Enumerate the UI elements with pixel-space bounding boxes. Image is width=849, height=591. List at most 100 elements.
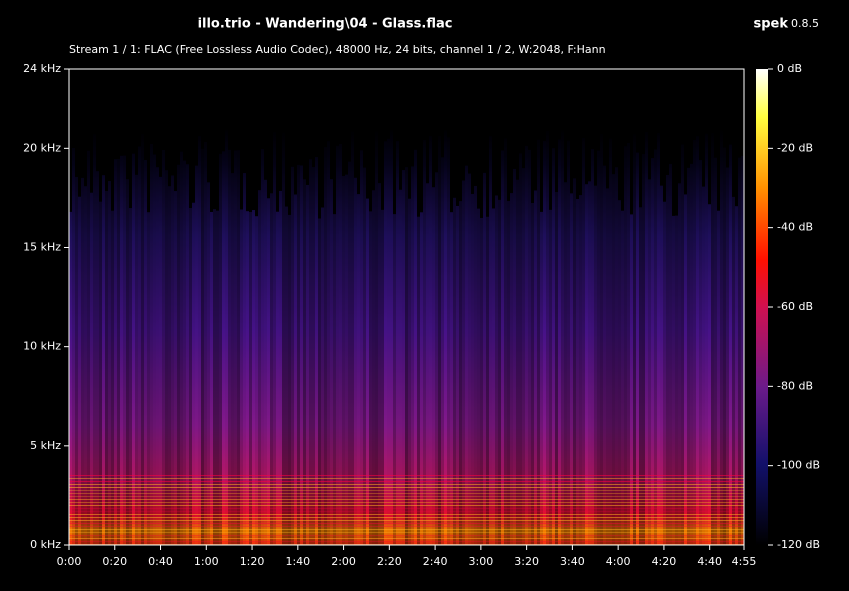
spectrogram-streak	[453, 69, 456, 545]
spectrogram-streak	[636, 69, 639, 153]
spectrogram-streak	[222, 69, 225, 152]
spectrogram-streak	[720, 69, 723, 131]
spectrogram-streak	[417, 69, 420, 545]
spectrogram-streak	[345, 69, 348, 545]
spectrogram-streak	[567, 69, 570, 141]
spectrogram-streak	[261, 69, 264, 545]
x-tick-label: 3:20	[514, 555, 539, 568]
spectrogram-streak	[168, 69, 171, 545]
spectrogram-streak	[528, 69, 531, 150]
spectrogram-streak	[618, 69, 621, 201]
spectrogram-streak	[546, 69, 549, 545]
spectrogram-streak	[552, 69, 555, 545]
spectrogram-streak	[597, 69, 600, 151]
spectrogram-streak	[270, 69, 273, 545]
spectrogram-streak	[525, 69, 528, 545]
spectrogram-streak	[438, 69, 441, 136]
spectrogram-streak	[639, 69, 642, 545]
spectrogram-streak	[396, 69, 399, 142]
spectrogram-streak	[612, 69, 615, 545]
spectrogram-streak	[351, 69, 354, 132]
spectrogram-streak	[321, 69, 324, 208]
spectrogram-streak	[72, 69, 75, 148]
spectrogram-streak	[375, 69, 378, 545]
spectrogram-streak	[321, 69, 324, 545]
spectrogram-streak	[492, 69, 495, 545]
spectrogram-streak	[99, 69, 102, 202]
spectrogram-streak	[549, 69, 552, 210]
spectrogram-streak	[105, 69, 108, 191]
spectrogram-streak	[99, 69, 102, 545]
spectrogram-streak	[606, 69, 609, 545]
spectrogram-streak	[468, 69, 471, 174]
spectrogram-streak	[690, 69, 693, 545]
spectrogram-streak	[573, 69, 576, 179]
spectrogram-streak	[201, 69, 204, 149]
spectrogram-streak	[396, 69, 399, 545]
spectrogram-streak	[156, 69, 159, 545]
spectrogram-streak	[78, 69, 81, 545]
spectrogram-streak	[564, 69, 567, 183]
spectrogram-streak	[411, 69, 414, 545]
spectrogram-streak	[729, 69, 732, 145]
spectrogram-streak	[408, 69, 411, 545]
spectrogram-streak	[231, 69, 234, 174]
spectrogram-streak	[108, 69, 111, 181]
spectrogram-streak	[201, 69, 204, 545]
title: illo.trio - Wandering\04 - Glass.flac	[198, 17, 453, 32]
spectrogram-streak	[645, 69, 648, 132]
x-tick-label: 2:40	[423, 555, 448, 568]
spectrogram-streak	[639, 69, 642, 208]
spectrogram-streak	[108, 69, 111, 545]
y-tick-label: 15 kHz	[23, 241, 61, 254]
spectrogram-streak	[462, 69, 465, 181]
spectrogram-streak	[708, 69, 711, 545]
x-tick-label: 3:40	[560, 555, 585, 568]
spectrogram-band	[69, 496, 744, 497]
spectrogram-band	[69, 487, 744, 488]
spectrogram-streak	[390, 69, 393, 130]
spectrogram-streak	[69, 69, 72, 212]
spectrogram-streak	[252, 69, 255, 211]
spectrogram-streak	[735, 69, 738, 545]
spectrogram-streak	[483, 69, 486, 545]
spectrogram-band	[69, 508, 744, 509]
spectrogram-streak	[429, 69, 432, 545]
spectrogram-streak	[621, 69, 624, 211]
x-tick-label: 4:00	[606, 555, 631, 568]
spectrogram-streak	[276, 69, 279, 545]
spectrogram-streak	[123, 69, 126, 545]
spectrogram-streak	[534, 69, 537, 545]
spectrogram-streak	[537, 69, 540, 140]
spectrogram-streak	[594, 69, 597, 545]
app-name: spek	[753, 17, 788, 32]
spectrogram-streak	[159, 69, 162, 545]
spectrogram-streak	[447, 69, 450, 545]
spectrogram-streak	[414, 69, 417, 545]
spectrogram-streak	[222, 69, 225, 545]
spectrogram-streak	[228, 69, 231, 150]
spectrogram-streak	[672, 69, 675, 545]
spectrogram-streak	[732, 69, 735, 545]
spectrogram-streak	[219, 69, 222, 154]
spectrogram-streak	[288, 69, 291, 215]
spectrogram-streak	[348, 69, 351, 545]
spectrogram-streak	[168, 69, 171, 187]
spectrogram-streak	[606, 69, 609, 189]
spectrogram-streak	[627, 69, 630, 143]
spectrogram-streak	[264, 69, 267, 545]
spectrogram-streak	[309, 69, 312, 545]
spectrogram-streak	[567, 69, 570, 545]
spectrogram-band	[69, 502, 744, 503]
spectrogram-streak	[444, 69, 447, 130]
spectrogram-streak	[699, 69, 702, 161]
spectrogram-streak	[216, 69, 219, 545]
spectrogram-streak	[348, 69, 351, 162]
spectrogram-streak	[516, 69, 519, 545]
spectrogram-streak	[126, 69, 129, 545]
spectrogram-streak	[315, 69, 318, 545]
spectrogram-streak	[84, 69, 87, 545]
spectrogram-streak	[291, 69, 294, 545]
spectrogram-streak	[273, 69, 276, 545]
